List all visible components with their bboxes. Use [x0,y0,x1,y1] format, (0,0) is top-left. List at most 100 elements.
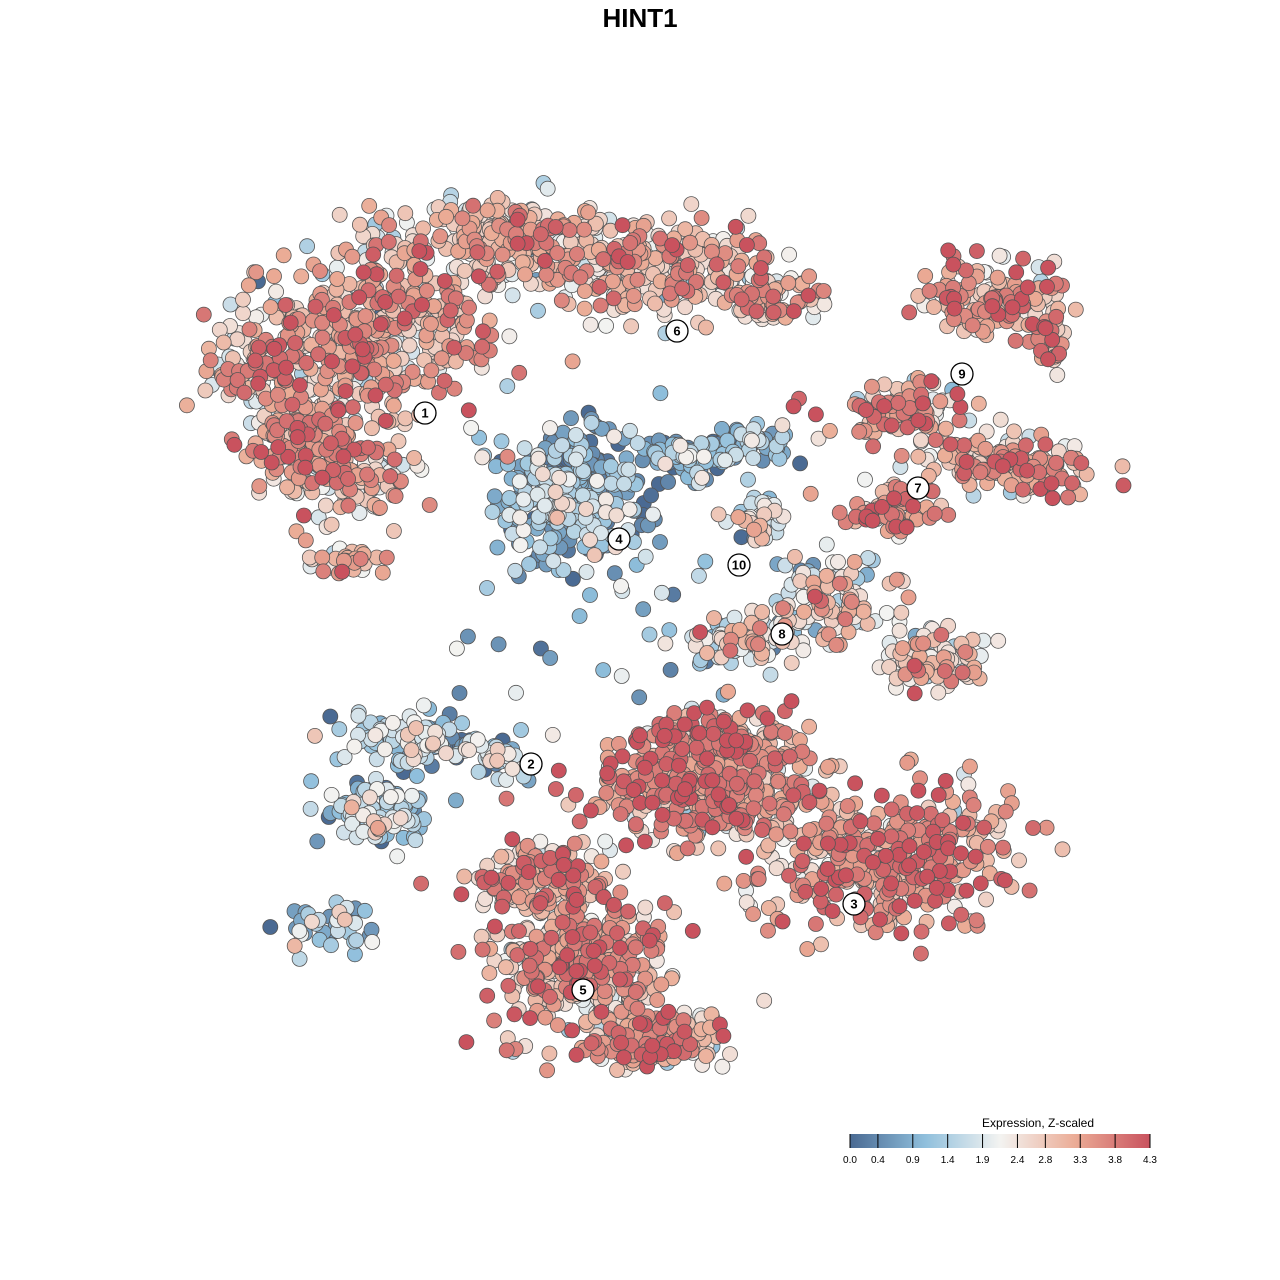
cell-point [549,509,566,526]
cell-point [691,567,707,584]
cell-point [498,790,515,807]
cluster-label-text: 2 [527,757,534,772]
cell-point [509,211,526,228]
cell-point [629,435,646,452]
cell-point [297,459,314,476]
cell-point [972,464,989,481]
cell-point [291,377,308,394]
cell-point [335,448,352,465]
cell-point [765,288,782,305]
cell-point [298,354,315,371]
cell-point [356,902,373,919]
cell-point [583,802,599,819]
cell-point [348,932,365,949]
cell-point [412,261,429,277]
cell-point [583,1035,600,1052]
cell-point [507,562,524,579]
cell-point [657,895,673,911]
legend-colorbar [850,1134,1150,1148]
cell-point [901,304,918,321]
cell-point [1019,279,1036,296]
cell-point [511,923,527,939]
cell-point [954,664,971,681]
cell-point [432,228,449,245]
cell-point [498,1042,515,1059]
cell-point [309,833,326,850]
cell-point [323,937,339,954]
cell-point [994,458,1011,475]
cell-point [754,822,770,838]
cell-point [916,844,932,860]
cell-point [578,564,595,580]
cell-point [545,553,562,569]
cell-point [676,1023,693,1040]
cell-point [683,196,700,213]
cell-point [521,556,537,572]
cell-point [414,296,430,313]
cell-point [465,197,482,214]
cell-point [1040,351,1056,368]
cell-point [247,352,264,369]
cell-point [474,449,491,466]
cell-point [631,1015,648,1032]
cell-point [621,501,638,518]
cell-point [551,959,568,976]
cell-point [622,235,639,251]
cell-point [628,816,644,833]
cell-point [299,238,316,255]
cell-point [852,813,869,830]
cell-point [796,835,812,852]
cell-point [568,787,584,803]
cell-point [796,603,812,620]
cell-point [368,266,385,283]
cell-point [361,197,378,214]
cell-point [501,328,518,345]
cell-point [226,436,243,453]
cell-point [672,437,689,454]
cell-point [555,857,572,873]
cell-point [458,312,475,329]
cell-point [592,297,609,314]
legend-tick-label: 2.4 [1010,1155,1024,1166]
cell-point [392,810,409,826]
cell-point [910,412,927,429]
cell-point [593,1003,610,1020]
cell-point [682,234,698,251]
cell-point [674,280,691,297]
cell-point [735,873,752,889]
cluster-label-10: 10 [727,553,751,577]
cell-point [380,233,397,250]
cell-point [504,831,521,848]
cell-point [248,264,265,281]
cell-point [408,768,425,784]
cell-point [598,785,615,801]
cell-point [733,291,750,308]
cell-point [456,868,473,885]
cell-point [499,378,516,395]
cell-point [889,571,905,588]
cell-point [585,943,602,959]
cell-point [1025,820,1041,836]
cell-point [677,299,693,316]
cell-point [367,387,384,404]
cell-point [253,444,270,460]
cell-point [463,420,480,436]
cell-point [461,742,477,758]
cell-point [576,283,593,300]
cell-point [330,402,347,419]
cell-point [777,725,793,741]
cell-point [843,594,860,610]
cell-point [547,484,564,500]
cell-point [652,385,669,402]
cell-point [344,399,361,416]
cell-point [532,539,548,556]
cell-point [942,436,959,453]
cell-point [679,257,696,274]
cell-point [761,795,778,812]
cell-point [539,1062,555,1079]
cell-point [662,662,679,678]
cell-point [745,906,761,922]
cell-point [494,246,511,263]
cluster-label-5: 5 [571,978,595,1002]
cell-point [215,334,232,351]
